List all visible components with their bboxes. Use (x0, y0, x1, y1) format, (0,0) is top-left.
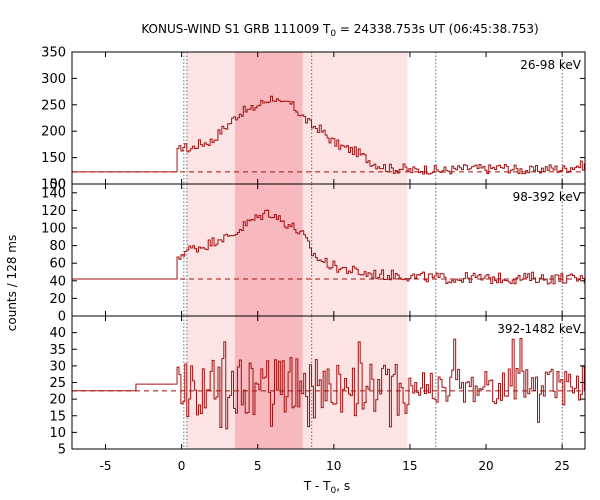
y-tick-label: 200 (41, 125, 66, 140)
y-tick-label: 15 (49, 409, 66, 424)
energy-band-label: 392-1482 keV (497, 322, 581, 336)
y-tick-label: 20 (49, 393, 66, 408)
x-tick-label: 0 (178, 459, 186, 473)
chart-title-rest: = 24338.753s UT (06:45:38.753) (336, 22, 539, 36)
x-tick-label: 10 (326, 459, 341, 473)
y-tick-label: 20 (49, 292, 66, 307)
panel-1: 100 150 200 250 300 350 50 26-98 keV (41, 46, 586, 193)
y-tick-label: 35 (49, 343, 66, 358)
energy-band-label: 26-98 keV (520, 58, 582, 72)
light-curve (72, 95, 585, 175)
x-tick-label: 25 (555, 459, 570, 473)
y-tick-label: 80 (49, 239, 66, 254)
y-tick-label: 40 (49, 326, 66, 341)
y-tick-label: 150 (41, 151, 66, 166)
y-tick-label: 140 (41, 186, 66, 201)
chart-title: KONUS-WIND S1 GRB 111009 T0 = 24338.753s… (141, 22, 538, 39)
x-tick-label: 5 (254, 459, 262, 473)
y-tick-label: 5 (58, 443, 66, 458)
x-tick-label: -5 (100, 459, 112, 473)
y-tick-label: 60 (49, 257, 66, 272)
chart-title-main: KONUS-WIND S1 GRB 111009 T (141, 22, 331, 36)
y-tick-label: 350 (41, 46, 66, 61)
x-tick-label: 15 (402, 459, 417, 473)
interval-shade-dark (234, 184, 303, 316)
y-tick-label: 40 (49, 274, 66, 289)
light-curve (72, 209, 585, 285)
x-axis-label-main: T - T (303, 479, 331, 493)
y-tick-label: 120 (41, 204, 66, 219)
y-axis-label: counts / 128 ms (5, 235, 19, 331)
x-tick-label: 20 (478, 459, 493, 473)
y-tick-label: 100 (41, 178, 66, 193)
x-axis-label-sub: 0 (331, 486, 337, 496)
y-tick-label: 100 (41, 222, 66, 237)
chart-title-sub: 0 (330, 29, 336, 39)
light-curve (72, 338, 585, 430)
interval-shade-dark (234, 52, 303, 184)
y-tick-label: 25 (49, 376, 66, 391)
y-tick-label: 10 (49, 426, 66, 441)
x-axis-label-rest: , s (336, 479, 350, 493)
y-tick-label: 300 (41, 72, 66, 87)
y-tick-label-bottom: 50 (49, 178, 66, 193)
x-axis-label: T - T0, s (303, 479, 350, 496)
panel-2: 0 20 40 60 80 100 120 140 98-392 keV (41, 183, 586, 325)
y-tick-label: 30 (49, 359, 66, 374)
y-tick-label: 0 (58, 310, 66, 325)
energy-band-label: 98-392 keV (513, 190, 582, 204)
y-tick-label: 250 (41, 98, 66, 113)
